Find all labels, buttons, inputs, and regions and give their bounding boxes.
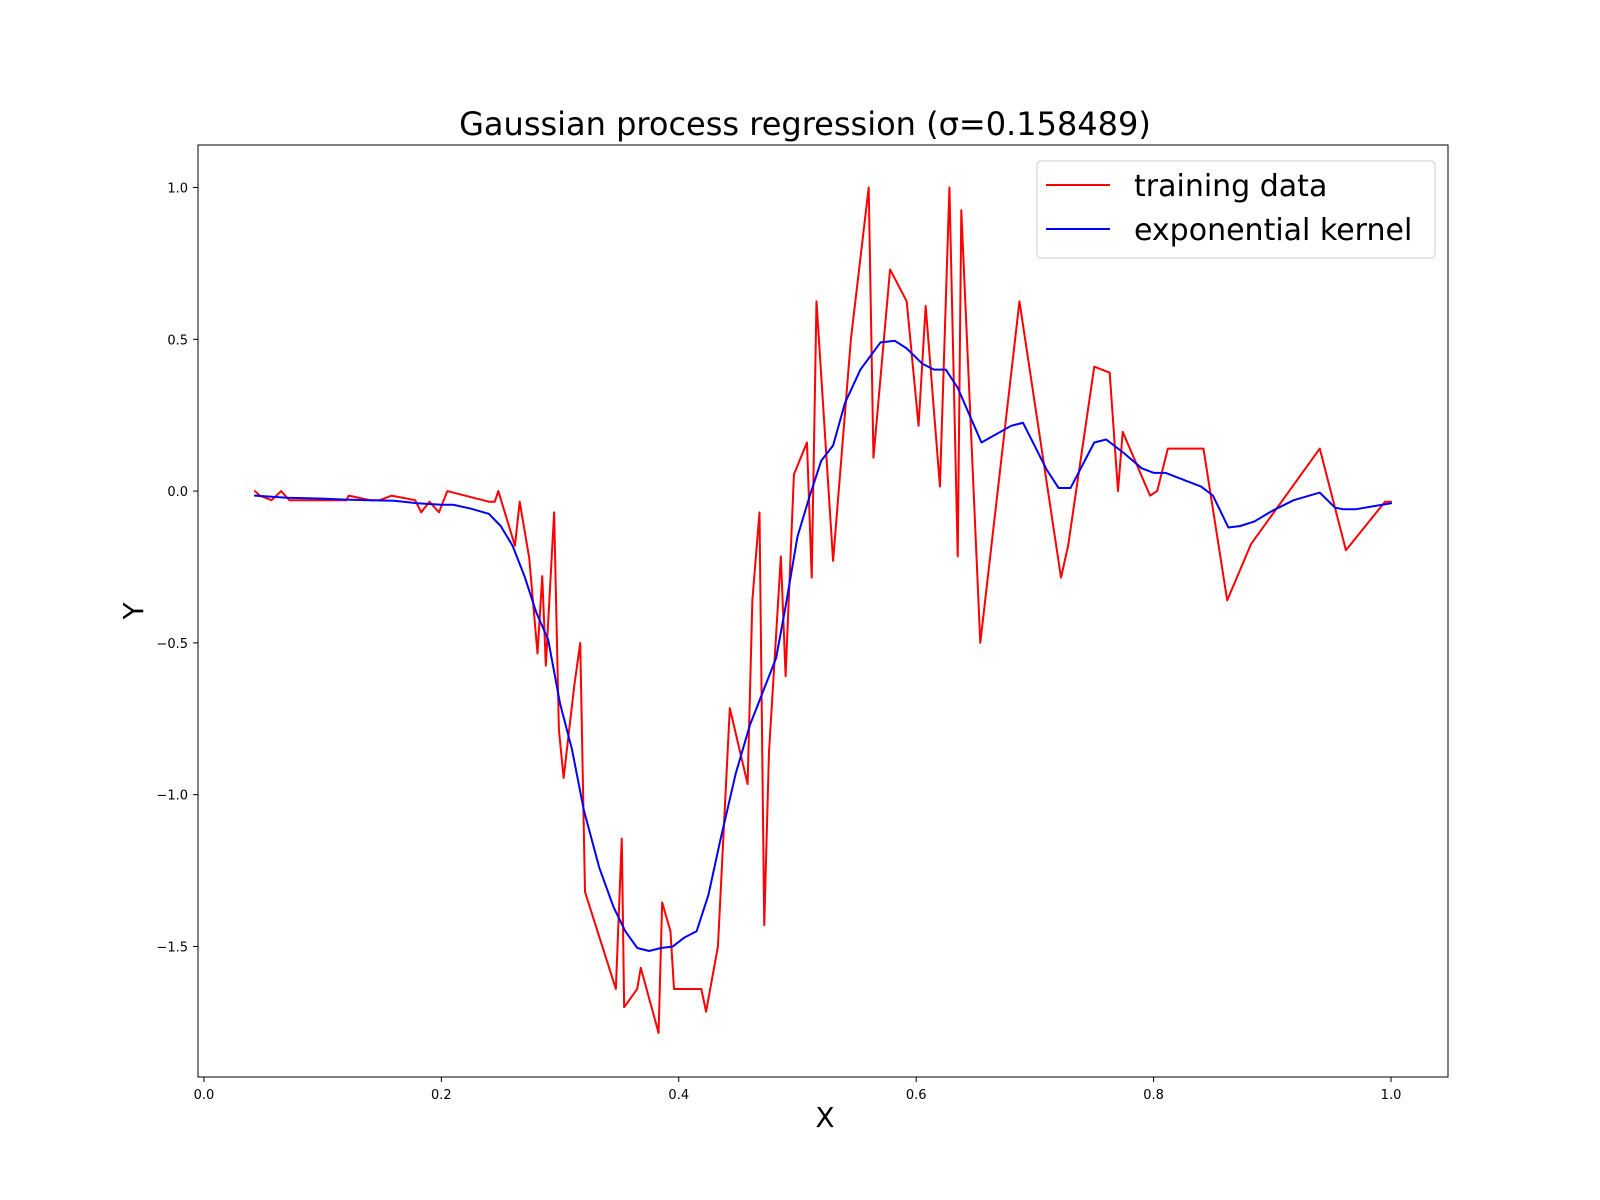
legend-box bbox=[1036, 160, 1436, 259]
plot-area bbox=[198, 145, 1448, 1077]
x-tick-label: 0.6 bbox=[906, 1088, 927, 1103]
chart-title: Gaussian process regression (σ=0.158489) bbox=[459, 105, 1151, 143]
x-tick-label: 0.2 bbox=[431, 1088, 452, 1103]
y-tick-label: 0.0 bbox=[167, 485, 188, 500]
legend: training data exponential kernel bbox=[1036, 160, 1436, 259]
legend-label-training-data: training data bbox=[1134, 169, 1327, 204]
y-tick-label: −0.5 bbox=[156, 637, 188, 652]
x-axis-ticks: 0.0 0.2 0.4 0.6 0.8 1.0 bbox=[194, 1077, 1402, 1103]
x-tick-label: 1.0 bbox=[1381, 1088, 1402, 1103]
x-tick-label: 0.8 bbox=[1143, 1088, 1164, 1103]
x-tick-label: 0.4 bbox=[668, 1088, 689, 1103]
plot-frame bbox=[197, 144, 1449, 1078]
x-axis-label: X bbox=[815, 1101, 834, 1134]
y-axis-ticks: −1.5 −1.0 −0.5 0.0 0.5 1.0 bbox=[156, 182, 198, 955]
y-tick-label: −1.5 bbox=[156, 940, 188, 955]
series-line-training-data bbox=[253, 186, 1393, 1034]
y-axis-label: Y bbox=[117, 602, 150, 621]
x-tick-label: 0.0 bbox=[194, 1088, 215, 1103]
legend-label-exponential-kernel: exponential kernel bbox=[1134, 213, 1412, 248]
y-tick-label: −1.0 bbox=[156, 789, 188, 804]
series-line-exponential-kernel bbox=[253, 339, 1393, 953]
y-tick-label: 1.0 bbox=[167, 182, 188, 197]
y-tick-label: 0.5 bbox=[167, 333, 188, 348]
series-layer bbox=[253, 186, 1393, 1034]
